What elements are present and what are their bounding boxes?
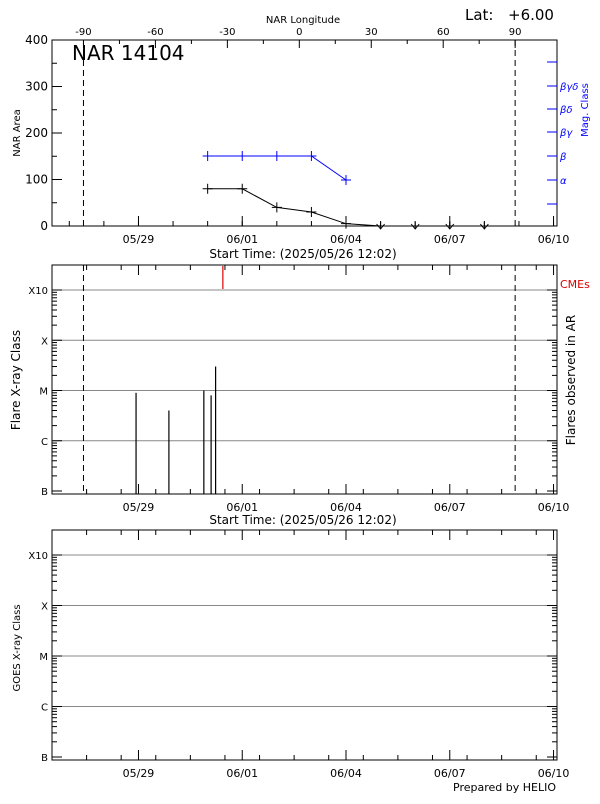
top-axis-tick-label: 30	[365, 27, 378, 38]
panel2-ytick-label: X	[41, 336, 48, 347]
nar-area-point	[237, 183, 248, 194]
panel3-ytick-label: C	[41, 703, 48, 714]
panel3-xtick-label: 06/04	[330, 767, 362, 780]
panel2-xtick-label: 05/29	[123, 501, 155, 514]
panel2-xtick-label: 06/01	[226, 501, 258, 514]
panel3-frame	[51, 529, 558, 761]
panel1-frame	[51, 39, 558, 227]
panel1-xtick-label: 06/04	[330, 233, 362, 246]
panel2-ytick-label: B	[41, 487, 48, 498]
panel2-xtick-label: 06/04	[330, 501, 362, 514]
panel1-xtick-label: 06/07	[434, 233, 466, 246]
magclass-point	[306, 151, 317, 161]
cme-label: CMEs	[560, 278, 590, 291]
panel1-xtick-label: 06/01	[226, 233, 258, 246]
nar-area-point	[202, 183, 213, 194]
panel2-ytick-label: X10	[28, 286, 48, 297]
nar-area-point	[341, 218, 352, 229]
panel1-ytick-label: 100	[25, 173, 48, 187]
top-axis-label: NAR Longitude	[266, 15, 340, 26]
panel1-xtick-label: 06/10	[538, 233, 570, 246]
panel2-y2label: Flares observed in AR	[564, 315, 578, 445]
panel2-xlabel: Start Time: (2025/05/26 12:02)	[209, 513, 396, 527]
panel3-ytick-label: B	[41, 753, 48, 764]
nar-area-zero-point	[410, 222, 420, 230]
top-axis-tick-label: -30	[219, 27, 235, 38]
panel1-ytick-label: 300	[25, 80, 48, 94]
top-axis-tick-label: 90	[509, 27, 522, 38]
top-axis-tick-label: 60	[437, 27, 450, 38]
nar-area-zero-point	[479, 222, 489, 230]
panel2-ylabel: Flare X-ray Class	[9, 330, 23, 430]
lat-value: +6.00	[508, 6, 554, 24]
panel1-xlabel: Start Time: (2025/05/26 12:02)	[209, 247, 396, 261]
magclass-point	[271, 151, 282, 161]
panel1-y2label: Mag. Class	[580, 83, 591, 137]
panel2-ytick-label: M	[39, 387, 48, 398]
panel2-frame	[51, 264, 558, 495]
magclass-label: α	[560, 176, 567, 187]
panel1-title: NAR 14104	[72, 41, 185, 65]
panel1-xtick-label: 05/29	[123, 233, 155, 246]
magclass-label: βδ	[559, 105, 573, 116]
top-axis-tick-label: -60	[147, 27, 163, 38]
nar-area-point	[306, 207, 317, 218]
panel1-ylabel: NAR Area	[12, 109, 23, 156]
magclass-label: βγ	[559, 128, 573, 139]
nar-area-zero-point	[445, 222, 455, 230]
magclass-label: βγδ	[559, 82, 578, 93]
panel3-ylabel: GOES X-ray Class	[12, 604, 23, 691]
panel3-xtick-label: 05/29	[123, 767, 155, 780]
nar-area-point	[271, 202, 282, 213]
panel3-ytick-label: X	[41, 602, 48, 613]
panel3-xtick-label: 06/01	[226, 767, 258, 780]
panel3-xtick-label: 06/10	[538, 767, 570, 780]
panel2-ytick-label: C	[41, 437, 48, 448]
panel3-xtick-label: 06/07	[434, 767, 466, 780]
nar-area-zero-point	[376, 222, 385, 230]
panel3-ytick-label: M	[39, 652, 48, 663]
panel2-xtick-label: 06/07	[434, 501, 466, 514]
panel2-xtick-label: 06/10	[538, 501, 570, 514]
magclass-point	[341, 175, 352, 185]
top-axis-tick-label: 0	[296, 27, 302, 38]
top-axis-tick-label: -90	[75, 27, 91, 38]
lat-label: Lat:	[465, 6, 493, 24]
magclass-point	[202, 151, 213, 161]
panel3-ytick-label: X10	[28, 551, 48, 562]
credit-text: Prepared by HELIO	[453, 781, 556, 794]
magclass-label: β	[559, 152, 567, 163]
panel1-ytick-label: 400	[25, 33, 48, 47]
nar-area-line	[207, 188, 381, 227]
magclass-point	[237, 151, 248, 161]
panel1-ytick-label: 0	[40, 219, 48, 233]
panel1-ytick-label: 200	[25, 126, 48, 140]
